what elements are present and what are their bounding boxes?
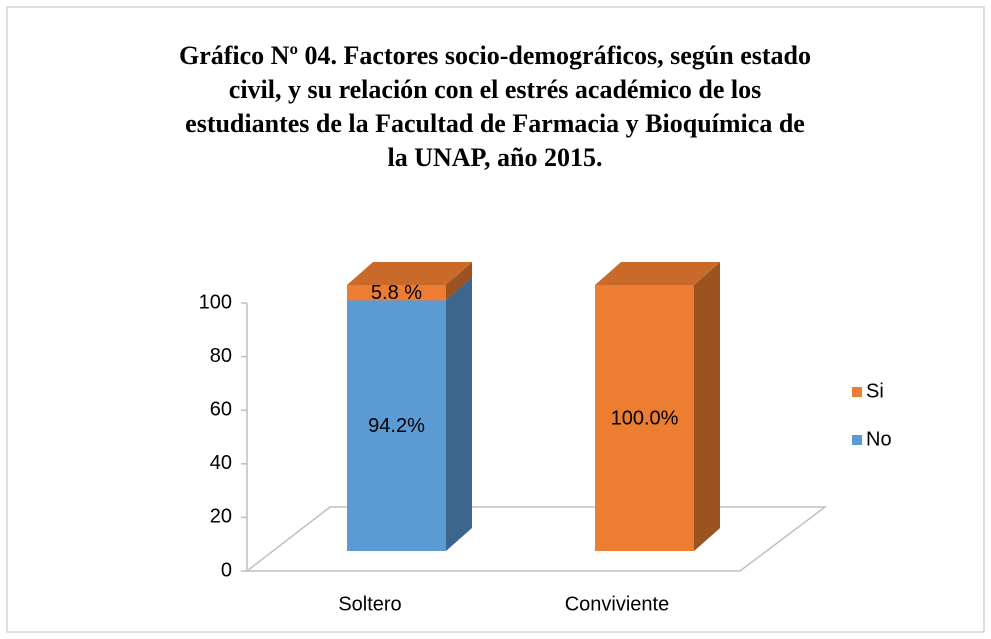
x-tick-label: Conviviente: [565, 593, 670, 615]
x-tick-label: Soltero: [338, 593, 401, 615]
bar-top: [595, 262, 720, 285]
data-label: 100.0%: [611, 407, 679, 429]
y-tick-label: 20: [210, 506, 232, 528]
y-tick-label: 40: [210, 452, 232, 474]
bar-side: [446, 262, 472, 301]
chart-border: [6, 6, 985, 633]
floor: [244, 506, 828, 572]
bar-side: [694, 262, 720, 551]
legend-swatch: [852, 435, 862, 445]
y-tick-label: 60: [210, 398, 232, 420]
legend-swatch: [852, 387, 862, 397]
bar-front: [347, 285, 446, 301]
chart-title: la UNAP, año 2015.: [387, 143, 602, 172]
data-label: 94.2%: [368, 415, 425, 437]
bar-front: [347, 300, 446, 551]
chart-title: civil, y su relación con el estrés acadé…: [229, 75, 761, 104]
y-tick-label: 80: [210, 345, 232, 367]
chart-title: Gráfico Nº 04. Factores socio-demográfic…: [179, 41, 811, 70]
bar-top: [347, 262, 472, 285]
legend-label: Si: [866, 380, 884, 402]
bar-front: [595, 285, 694, 551]
y-tick-label: 100: [199, 291, 232, 313]
bar-side: [446, 277, 472, 551]
legend-label: No: [866, 428, 892, 450]
data-label: 5.8 %: [371, 282, 422, 304]
y-tick-label: 0: [221, 559, 232, 581]
chart-title: estudiantes de la Facultad de Farmacia y…: [185, 109, 805, 138]
